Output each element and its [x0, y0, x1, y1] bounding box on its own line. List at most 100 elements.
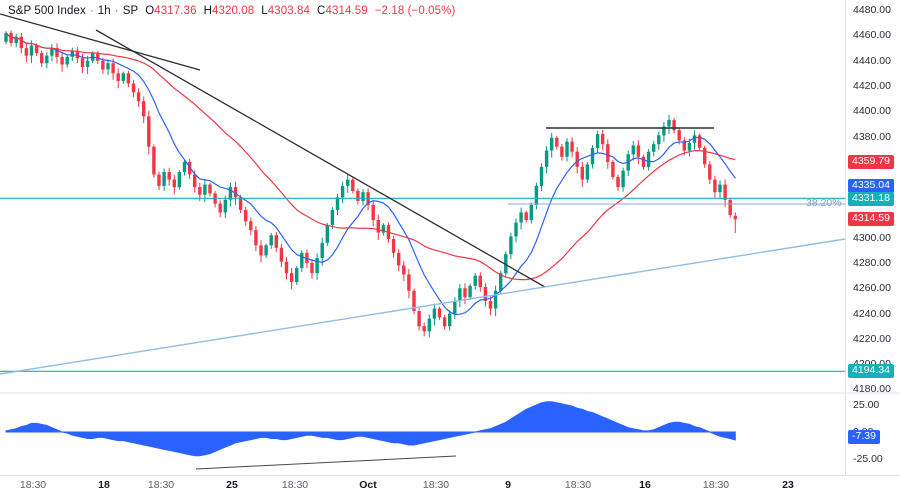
candle: [478, 272, 482, 292]
candle: [152, 144, 156, 178]
time-label: 18:30: [702, 479, 730, 491]
price-badge-level-4194: 4194.34: [848, 364, 894, 378]
candle: [458, 283, 462, 308]
time-label: 18: [98, 479, 110, 491]
price-tick: 4280.00: [853, 257, 891, 269]
candle: [346, 174, 350, 193]
candle: [585, 162, 590, 183]
candle: [606, 139, 610, 169]
ma-line-fast[interactable]: [5, 32, 736, 316]
support-trendline[interactable]: [0, 238, 846, 375]
candle: [269, 232, 273, 249]
candle: [40, 50, 44, 67]
candle: [116, 68, 120, 89]
candle: [616, 174, 620, 191]
exchange-name: SP: [122, 5, 139, 17]
candle: [391, 235, 396, 258]
fib-382-label: 38.20%: [806, 197, 842, 209]
candle: [254, 225, 258, 252]
candle: [565, 138, 569, 162]
candle: [50, 44, 54, 62]
oscillator-trendline[interactable]: [195, 455, 457, 470]
interval-button[interactable]: 1h: [97, 5, 111, 17]
candle: [366, 188, 370, 211]
candle: [136, 88, 141, 107]
candle: [402, 260, 406, 281]
candle: [733, 212, 737, 233]
candle: [325, 222, 329, 246]
candle: [274, 232, 278, 253]
candle: [320, 237, 324, 266]
candle: [412, 288, 416, 315]
price-badge-level-4331: 4331.18: [848, 192, 894, 206]
candle: [177, 170, 182, 190]
time-label: 23: [782, 479, 794, 491]
candle: [289, 268, 294, 290]
price-tick: 4460.00: [853, 29, 891, 41]
price-tick: 4240.00: [853, 308, 891, 320]
candle: [172, 174, 176, 195]
candle: [697, 133, 702, 151]
price-badge-last-price: 4314.59: [848, 212, 894, 226]
candle: [24, 43, 29, 62]
candle: [223, 195, 227, 219]
time-axis[interactable]: 18:30 18 18:30 25 18:30 Oct 18:30 9 18:30 16 18:30…: [0, 475, 900, 493]
trendline-minor[interactable]: [0, 13, 201, 71]
candle: [641, 154, 646, 170]
candle: [590, 145, 595, 169]
candles-layer: [4, 30, 737, 338]
candle: [442, 315, 447, 330]
candle: [432, 303, 437, 326]
candle: [488, 296, 493, 316]
candle: [106, 59, 110, 75]
candle: [356, 188, 360, 205]
candle: [529, 202, 533, 224]
price-tick: 4400.00: [853, 105, 891, 117]
open-value: 4317.36: [154, 5, 197, 17]
low-label: L: [261, 5, 268, 17]
candle: [550, 132, 554, 158]
candle: [646, 149, 651, 171]
candle: [264, 243, 268, 258]
time-label: 18:30: [147, 479, 175, 491]
candle: [55, 43, 59, 64]
osc-tick: -25.00: [853, 453, 883, 465]
candle: [713, 175, 717, 198]
candle: [295, 266, 299, 285]
price-axis[interactable]: 4480.00 4460.00 4440.00 4420.00 4400.00 4380.…: [845, 0, 900, 475]
candle: [437, 306, 442, 320]
high-value: 4320.08: [211, 5, 255, 17]
time-label: Oct: [359, 479, 377, 491]
candle: [626, 150, 630, 177]
candle: [340, 181, 345, 204]
candle: [672, 117, 676, 134]
candle: [728, 197, 732, 218]
candle: [636, 140, 641, 165]
candle: [718, 180, 722, 199]
price-tick: 4420.00: [853, 80, 891, 92]
candle: [65, 54, 69, 68]
candle: [121, 71, 125, 84]
candle: [723, 179, 727, 208]
candle: [703, 145, 707, 168]
candle: [14, 33, 18, 48]
candle: [45, 52, 49, 68]
candle: [544, 146, 549, 174]
candle: [70, 47, 74, 61]
separator-dot: ·: [114, 5, 119, 17]
time-label: 18:30: [19, 479, 47, 491]
candle: [335, 193, 340, 215]
candle: [300, 250, 304, 272]
candle: [652, 140, 656, 157]
ma-line-slow[interactable]: [5, 32, 736, 281]
time-label: 18:30: [422, 479, 450, 491]
symbol-info-bar: S&P 500 Index · 1h · SP O4317.36 H4320.08 L4303…: [8, 5, 455, 17]
trendline-major[interactable]: [95, 29, 546, 288]
candle: [351, 177, 355, 194]
candle: [468, 283, 472, 300]
time-label: 9: [505, 479, 511, 491]
symbol-name[interactable]: S&P 500 Index: [8, 5, 86, 17]
candle: [85, 55, 90, 74]
candle: [162, 168, 166, 191]
